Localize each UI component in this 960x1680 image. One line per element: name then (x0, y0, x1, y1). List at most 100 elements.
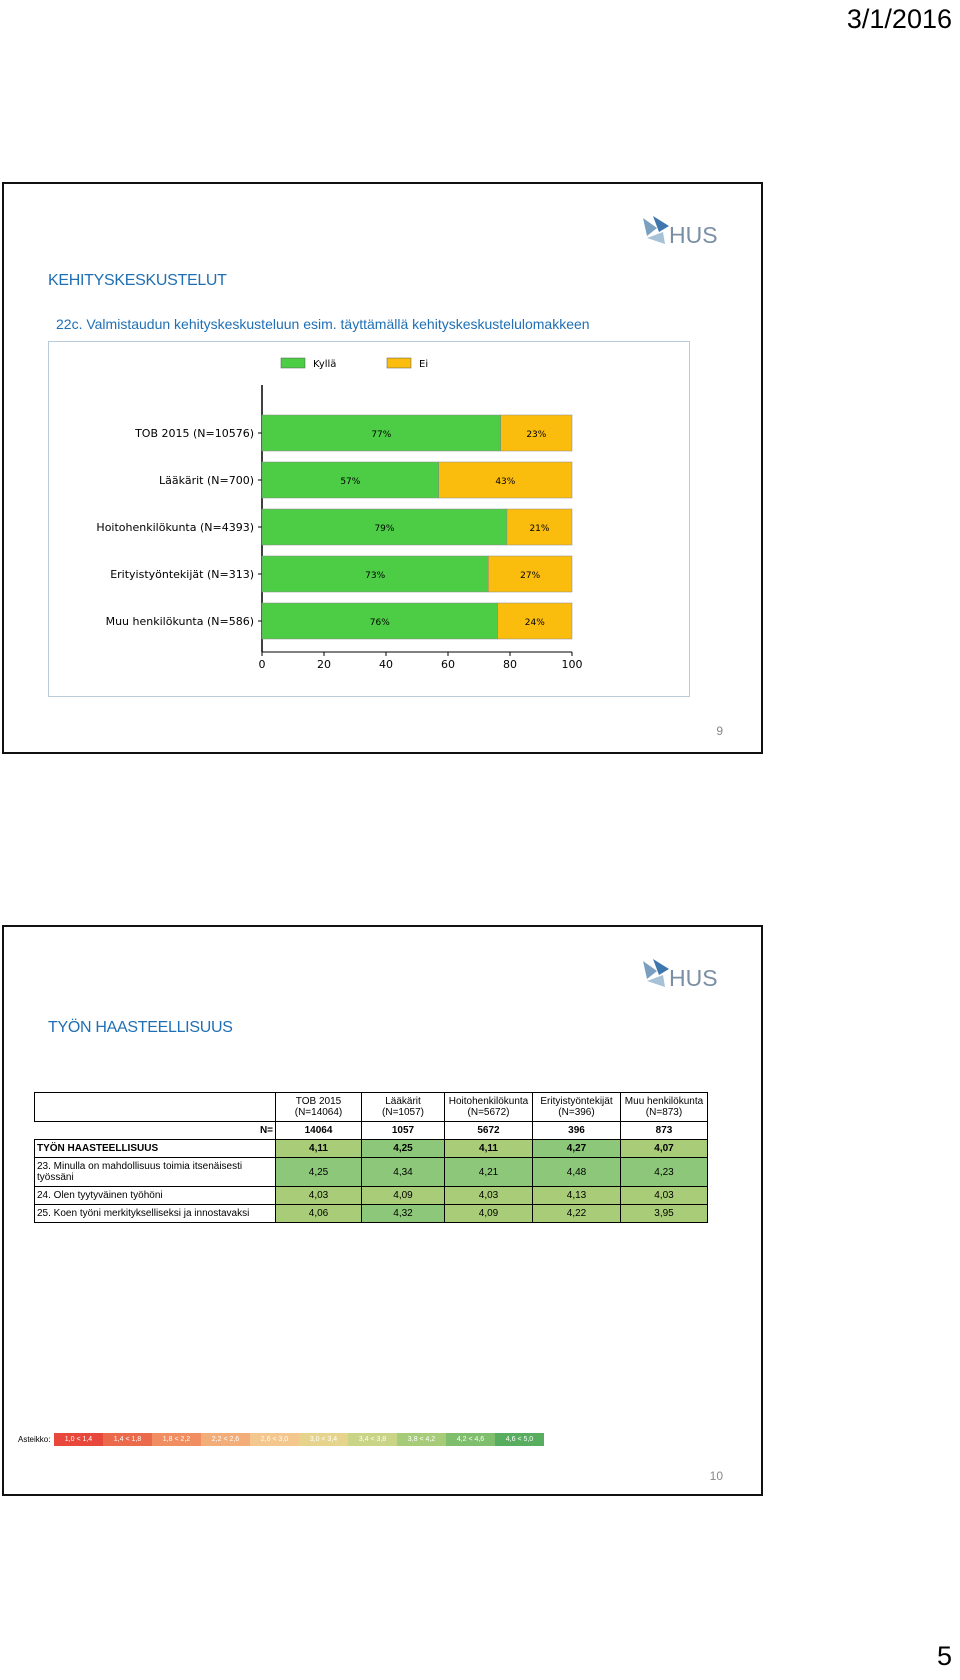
table-row: TYÖN HAASTEELLISUUS 4,11 4,25 4,11 4,27 … (34, 1139, 708, 1158)
table-header-cell: Lääkärit (N=1057) (361, 1092, 445, 1122)
scale-legend: Asteikko: 1,0 < 1,4 1,4 < 1,8 1,8 < 2,2 2,2… (18, 1433, 544, 1446)
hus-logo: HUS (639, 212, 725, 250)
scale-cell: 4,2 < 4,6 (446, 1433, 495, 1446)
table-header-cell: Erityistyöntekijät (N=396) (532, 1092, 621, 1122)
n-value: 873 (620, 1121, 708, 1140)
table-cell: 4,13 (532, 1186, 621, 1205)
bar-segment (261, 461, 439, 499)
data-label: 43% (495, 477, 515, 487)
row-label: TYÖN HAASTEELLISUUS (34, 1139, 276, 1158)
table-cell: 4,07 (620, 1139, 708, 1158)
table-cell: 4,11 (444, 1139, 533, 1158)
data-label: 24% (525, 618, 545, 628)
x-tick-label: 0 (259, 658, 266, 671)
table-cell: 4,34 (361, 1157, 445, 1187)
hus-logo: HUS (639, 955, 725, 993)
table-header-cell: Muu henkilökunta (N=873) (620, 1092, 708, 1122)
page-date: 3/1/2016 (846, 4, 952, 34)
table-header-row: TOB 2015 (N=14064) Lääkärit (N=1057) Hoi… (34, 1092, 708, 1122)
bar-segment (506, 508, 573, 546)
table-cell: 4,11 (275, 1139, 362, 1158)
table-cell: 4,03 (444, 1186, 533, 1205)
table-header-cell: TOB 2015 (N=14064) (275, 1092, 362, 1122)
category-label: Lääkärit (N=700) (159, 474, 254, 487)
scale-cell: 3,0 < 3,4 (299, 1433, 348, 1446)
table-cell: 4,32 (361, 1204, 445, 1223)
slide-number: 10 (709, 1469, 723, 1483)
hus-logo-icon: HUS (643, 216, 718, 248)
bar-segment (261, 508, 508, 546)
slide-title: KEHITYSKESKUSTELUT (48, 272, 227, 289)
table-cell: 4,21 (444, 1157, 533, 1187)
data-label: 21% (529, 524, 549, 534)
hus-logo-icon: HUS (643, 959, 718, 991)
table-cell: 4,48 (532, 1157, 621, 1187)
table-cell: 4,22 (532, 1204, 621, 1223)
scale-cell: 2,6 < 3,0 (250, 1433, 299, 1446)
table-row: 24. Olen tyytyväinen työhöni 4,03 4,09 4… (34, 1186, 708, 1205)
legend-swatch (280, 357, 306, 369)
data-label: 57% (340, 477, 360, 487)
n-label: N= (259, 1125, 273, 1136)
results-table: TOB 2015 (N=14064) Lääkärit (N=1057) Hoi… (34, 1092, 708, 1223)
slide-title: TYÖN HAASTEELLISUUS (48, 1019, 233, 1036)
row-label: 24. Olen tyytyväinen työhöni (34, 1186, 276, 1205)
x-tick-label: 80 (503, 658, 517, 671)
x-tick-label: 100 (562, 658, 583, 671)
data-label: 77% (371, 430, 391, 440)
row-label: 23. Minulla on mahdollisuus toimia itsen… (34, 1157, 276, 1187)
table-cell: 4,03 (620, 1186, 708, 1205)
table-cell: 4,25 (275, 1157, 362, 1187)
chart-svg: Kyllä Ei 0 20 40 60 80 100 TOB 2015 (N=10576) 77%… (96, 357, 583, 671)
scale-cell: 1,8 < 2,2 (152, 1433, 201, 1446)
bar-segment (261, 602, 498, 640)
bar-segment (261, 555, 489, 593)
page-number: 5 (936, 1641, 952, 1671)
category-label: TOB 2015 (N=10576) (134, 427, 254, 440)
scale-cell: 3,4 < 3,8 (348, 1433, 397, 1446)
legend-swatch (386, 357, 412, 369)
scale-label: Asteikko: (18, 1435, 51, 1444)
x-tick-label: 40 (379, 658, 393, 671)
table-row: 25. Koen työni merkitykselliseksi ja inn… (34, 1204, 708, 1223)
n-value: 396 (532, 1121, 621, 1140)
table-cell: 4,23 (620, 1157, 708, 1187)
table-cell: 4,27 (532, 1139, 621, 1158)
data-label: 27% (520, 571, 540, 581)
header-empty-cell (34, 1092, 276, 1122)
scale-cell: 4,6 < 5,0 (495, 1433, 544, 1446)
table-n-row: N= 14064 1057 5672 396 873 (35, 1121, 708, 1140)
legend-label: Ei (419, 359, 428, 370)
category-label: Hoitohenkilökunta (N=4393) (96, 521, 254, 534)
bar-segment (438, 461, 573, 499)
slide-subtitle: 22c. Valmistaudun kehityskeskusteluun es… (56, 316, 590, 332)
bar-segment (488, 555, 573, 593)
data-label: 73% (365, 571, 385, 581)
logo-text: HUS (669, 222, 718, 248)
x-tick-label: 60 (441, 658, 455, 671)
x-tick-label: 20 (317, 658, 331, 671)
slide-tyon-haasteellisuus: HUS TYÖN HAASTEELLISUUS TOB 2015 (N=1406… (2, 925, 763, 1496)
table-cell: 4,09 (444, 1204, 533, 1223)
scale-cell: 1,4 < 1,8 (103, 1433, 152, 1446)
stacked-bar-chart: Kyllä Ei 0 20 40 60 80 100 TOB 2015 (N=10576) 77%… (48, 341, 690, 697)
table-cell: 3,95 (620, 1204, 708, 1223)
slide-number: 9 (716, 724, 723, 738)
table-header-cell: Hoitohenkilökunta (N=5672) (444, 1092, 533, 1122)
scale-cell: 1,0 < 1,4 (54, 1433, 103, 1446)
scale-cell: 2,2 < 2,6 (201, 1433, 250, 1446)
logo-text: HUS (669, 965, 718, 991)
table-cell: 4,06 (275, 1204, 362, 1223)
data-label: 79% (374, 524, 394, 534)
n-value: 5672 (444, 1121, 533, 1140)
n-value: 1057 (361, 1121, 445, 1140)
bar-segment (497, 602, 573, 640)
table-cell: 4,25 (361, 1139, 445, 1158)
scale-cell: 3,8 < 4,2 (397, 1433, 446, 1446)
slide-kehityskeskustelut: HUS KEHITYSKESKUSTELUT 22c. Valmistaudun… (2, 182, 763, 754)
legend-label: Kyllä (313, 359, 336, 370)
n-value: 14064 (275, 1121, 362, 1140)
category-label: Muu henkilökunta (N=586) (106, 615, 254, 628)
table-row: 23. Minulla on mahdollisuus toimia itsen… (34, 1157, 708, 1187)
data-label: 23% (526, 430, 546, 440)
